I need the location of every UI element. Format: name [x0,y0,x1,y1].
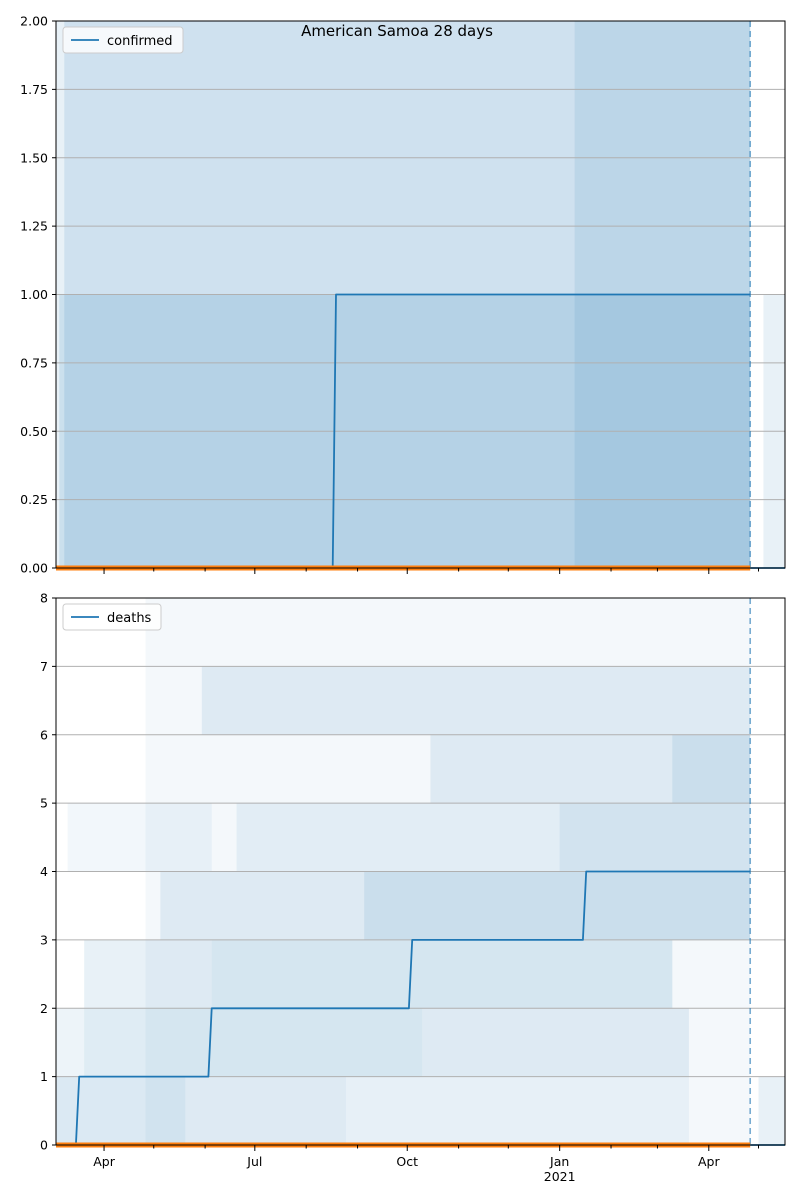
legend-label: confirmed [107,34,173,49]
uncertainty-band [201,666,751,735]
x-tick-label: Apr [698,1154,720,1169]
axes-frame [55,20,786,569]
y-tick-label: 1.75 [20,82,48,97]
uncertainty-band [430,734,751,804]
x-tick-label: Oct [396,1154,418,1169]
uncertainty-band [185,1076,346,1145]
x-tick-label: Jul [246,1154,262,1169]
uncertainty-band [236,803,751,872]
uncertainty-band [422,1008,689,1077]
y-tick-label: 1.00 [20,287,48,302]
legend: deaths [62,603,162,631]
uncertainty-band [672,734,751,804]
y-tick-label: 5 [40,796,48,811]
y-tick-label: 4 [40,864,48,879]
uncertainty-band [345,1076,689,1145]
y-tick-label: 2.00 [20,14,48,29]
x-tick-year-label: 2021 [544,1169,576,1184]
uncertainty-band [160,871,751,940]
y-tick-label: 1.50 [20,150,48,165]
confirmed-panel: 0.00 0.25 0.50 0.75 1.00 1.25 1.50 1.75 2.00 conf… [20,14,786,576]
y-tick-label: 1.25 [20,219,48,234]
uncertainty-band [758,1076,785,1145]
y-tick-label: 0.00 [20,561,48,576]
y-tick-label: 0.75 [20,355,48,370]
chart-title: American Samoa 28 days [301,22,493,40]
y-tick-label: 0.50 [20,424,48,439]
legend: confirmed [62,26,184,54]
legend-label: deaths [107,611,152,626]
uncertainty-band [67,803,212,872]
uncertainty-band [84,1008,423,1077]
x-tick-label: Apr [93,1154,115,1169]
uncertainty-band [84,939,212,1009]
uncertainty-band [364,871,751,940]
x-tick-label: Jan [549,1154,569,1169]
legend-box [62,26,184,54]
y-tick-label: 7 [40,659,48,674]
y-tick-label: 3 [40,932,48,947]
axes-frame [55,597,786,1146]
y-tick-label: 0 [40,1138,48,1153]
uncertainty-band [211,939,673,1009]
uncertainty-band [56,1008,85,1077]
y-tick-label: 6 [40,727,48,742]
deaths-series-line [56,870,751,1146]
y-tick-label: 2 [40,1001,48,1016]
y-tick-label: 1 [40,1069,48,1084]
legend-box [62,603,162,631]
y-tick-label: 0.25 [20,492,48,507]
uncertainty-band [559,803,751,872]
y-tick-label: 8 [40,591,48,606]
uncertainty-band [56,1076,186,1145]
